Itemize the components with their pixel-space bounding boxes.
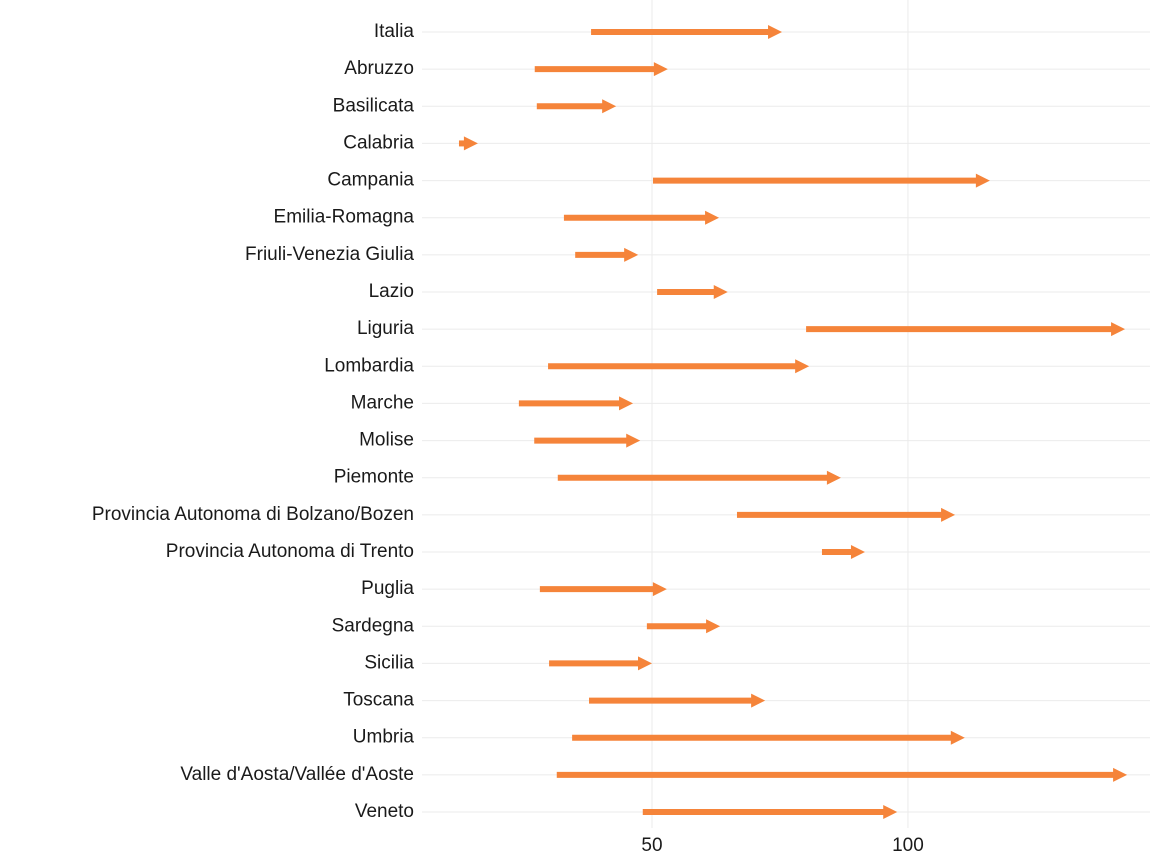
arrow-head [637,656,652,671]
y-tick-label: Abruzzo [344,58,414,79]
y-tick-label: Emilia-Romagna [274,207,415,228]
y-tick-label: Marche [351,392,414,413]
arrow-head [602,99,617,114]
arrow-head [768,25,783,39]
arrow-head [795,359,810,374]
y-tick-label: Sardegna [332,615,415,636]
y-tick-label: Valle d'Aosta/Vallée d'Aoste [180,764,414,785]
y-tick-label: Basilicata [333,95,415,116]
arrow-head [706,619,721,634]
y-tick-label: Friuli-Venezia Giulia [245,244,414,265]
arrow-head [751,693,766,708]
arrow-head [653,62,668,77]
x-tick-label: 50 [641,835,662,856]
arrow-head [1113,767,1128,782]
arrow-head [826,470,841,485]
y-tick-label: Sicilia [364,652,414,673]
y-tick-label: Toscana [343,690,414,711]
arrow-head [463,136,478,151]
arrow-head [652,582,667,597]
y-tick-label: Campania [327,170,414,191]
x-tick-label: 100 [892,835,924,856]
y-tick-label: Veneto [355,801,414,822]
arrow-head [624,247,639,262]
arrow-head [619,396,634,411]
y-tick-label: Lombardia [324,355,414,376]
arrow-head [950,730,965,745]
y-tick-label: Calabria [343,132,414,153]
y-tick-label: Piemonte [334,467,414,488]
y-tick-label: Molise [359,430,414,451]
y-tick-label: Lazio [369,281,414,302]
y-tick-label: Provincia Autonoma di Bolzano/Bozen [92,504,414,525]
y-tick-label: Puglia [361,578,414,599]
y-tick-label: Italia [374,21,415,42]
y-tick-label: Provincia Autonoma di Trento [166,541,414,562]
arrow-head [705,210,720,225]
arrow-head [975,173,990,188]
arrow-head [1111,322,1126,337]
y-tick-label: Umbria [353,727,415,748]
arrow-head [941,507,956,522]
arrow-head [626,433,641,448]
arrow-head [850,545,865,559]
arrow-head [713,285,728,299]
y-tick-label: Liguria [357,318,414,339]
arrow-head [883,805,898,819]
